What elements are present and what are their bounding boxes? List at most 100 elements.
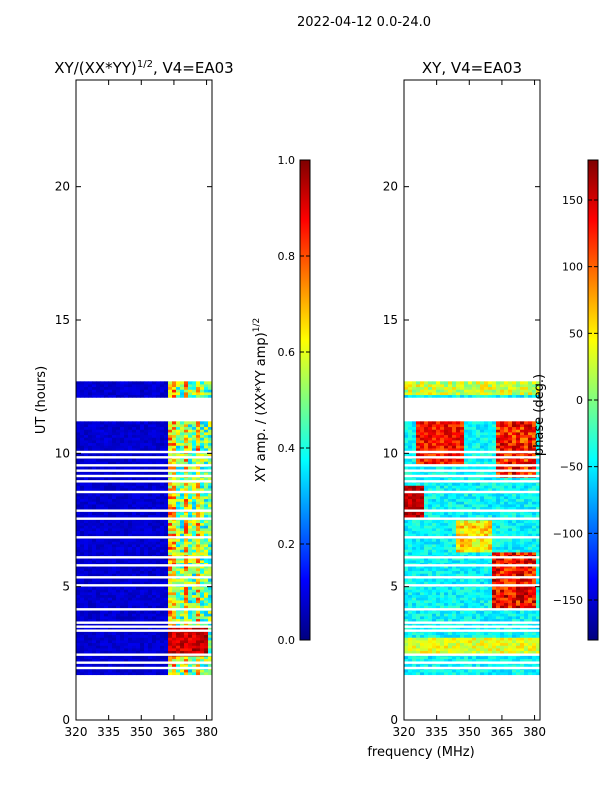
amp-cell bbox=[168, 445, 173, 449]
amp-cell bbox=[84, 565, 89, 569]
phase-cell bbox=[512, 642, 517, 646]
phase-cell bbox=[528, 626, 533, 630]
amp-cell bbox=[92, 642, 97, 646]
amp-cell bbox=[204, 589, 209, 593]
amp-cell bbox=[136, 520, 141, 524]
amp-cell bbox=[120, 557, 125, 561]
amp-cell bbox=[164, 453, 169, 457]
phase-cell bbox=[412, 581, 417, 585]
amp-cell bbox=[208, 602, 213, 606]
amp-cell bbox=[184, 597, 189, 601]
amp-cell bbox=[124, 656, 129, 660]
amp-cell bbox=[152, 528, 157, 532]
phase-cell bbox=[408, 592, 413, 596]
phase-cell bbox=[512, 626, 517, 630]
phase-cell bbox=[500, 560, 505, 564]
phase-cell bbox=[476, 669, 481, 673]
amp-cell bbox=[140, 421, 145, 425]
amp-cell bbox=[124, 605, 129, 609]
amp-cell bbox=[116, 477, 121, 481]
amp-cell bbox=[128, 488, 133, 492]
amp-cell bbox=[112, 589, 117, 593]
amp-cell bbox=[112, 669, 117, 673]
amp-cell bbox=[108, 632, 113, 636]
amp-cell bbox=[184, 512, 189, 516]
amp-cell bbox=[124, 442, 129, 446]
phase-cell bbox=[424, 568, 429, 572]
amp-cell bbox=[120, 592, 125, 596]
amp-cell bbox=[188, 389, 193, 393]
amp-cell bbox=[116, 605, 121, 609]
amp-cell bbox=[136, 581, 141, 585]
amp-cell bbox=[172, 613, 177, 617]
amp-cell bbox=[124, 485, 129, 489]
amp-cell bbox=[152, 557, 157, 561]
phase-cell bbox=[472, 581, 477, 585]
amp-cell bbox=[88, 394, 93, 398]
amp-cell bbox=[104, 501, 109, 505]
amp-cell bbox=[204, 600, 209, 604]
amp-cell bbox=[208, 426, 213, 430]
amp-cell bbox=[180, 461, 185, 465]
amp-cell bbox=[144, 568, 149, 572]
amp-cell bbox=[160, 485, 165, 489]
phase-cell bbox=[436, 642, 441, 646]
amp-cell bbox=[96, 589, 101, 593]
phase-cell bbox=[484, 573, 489, 577]
amp-cell bbox=[152, 461, 157, 465]
phase-cell bbox=[440, 568, 445, 572]
amp-cell bbox=[208, 594, 213, 598]
phase-cell bbox=[468, 565, 473, 569]
amp-cell bbox=[208, 560, 213, 564]
phase-cell bbox=[432, 648, 437, 652]
amp-cell bbox=[184, 440, 189, 444]
phase-cell bbox=[496, 669, 501, 673]
amp-cell bbox=[112, 634, 117, 638]
amp-cell bbox=[84, 610, 89, 614]
phase-cell bbox=[468, 605, 473, 609]
amp-cell bbox=[128, 613, 133, 617]
amp-cell bbox=[92, 421, 97, 425]
amp-cell bbox=[136, 589, 141, 593]
amp-cell bbox=[124, 586, 129, 590]
amp-cell bbox=[104, 672, 109, 676]
amp-cell bbox=[148, 578, 153, 582]
amp-cell bbox=[184, 394, 189, 398]
amp-cell bbox=[148, 477, 153, 481]
amp-cell bbox=[192, 605, 197, 609]
phase-cell bbox=[412, 613, 417, 617]
amp-cell bbox=[96, 426, 101, 430]
amp-cell bbox=[172, 477, 177, 481]
amp-cell bbox=[180, 472, 185, 476]
amp-cell bbox=[152, 626, 157, 630]
phase-cell bbox=[468, 669, 473, 673]
amp-cell bbox=[116, 485, 121, 489]
amp-cell bbox=[176, 429, 181, 433]
phase-cell bbox=[436, 605, 441, 609]
amp-cell bbox=[180, 437, 185, 441]
amp-cell bbox=[204, 616, 209, 620]
phase-cell bbox=[448, 573, 453, 577]
amp-cell bbox=[140, 610, 145, 614]
amp-cell bbox=[180, 466, 185, 470]
amp-cell bbox=[200, 650, 205, 654]
amp-cell bbox=[96, 472, 101, 476]
amp-cell bbox=[128, 381, 133, 385]
phase-cell bbox=[404, 565, 409, 569]
amp-cell bbox=[164, 632, 169, 636]
amp-cell bbox=[192, 578, 197, 582]
amp-cell bbox=[132, 565, 137, 569]
amp-cell bbox=[96, 552, 101, 556]
amp-cell bbox=[200, 565, 205, 569]
amp-cell bbox=[104, 648, 109, 652]
amp-gap-line bbox=[76, 517, 212, 520]
amp-cell bbox=[160, 600, 165, 604]
amp-cell bbox=[132, 453, 137, 457]
amp-cell bbox=[124, 528, 129, 532]
amp-cell bbox=[92, 613, 97, 617]
amp-cell bbox=[192, 466, 197, 470]
amp-cell bbox=[176, 538, 181, 542]
amp-cell bbox=[92, 605, 97, 609]
amp-cell bbox=[100, 434, 105, 438]
amp-cell bbox=[196, 461, 201, 465]
